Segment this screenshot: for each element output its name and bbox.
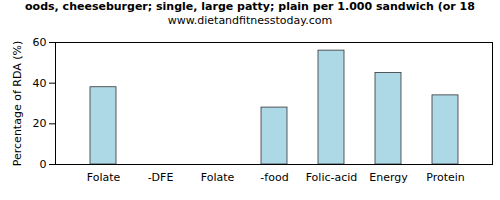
html-text:www.dietandfitnesstoday.com: www.dietandfitnesstoday.com (167, 14, 333, 27)
svg-text:Protein: Protein (426, 171, 465, 184)
svg-text:Percentage of RDA (%): Percentage of RDA (%) (11, 41, 24, 166)
html-text:oods, cheeseburger; single, la: oods, cheeseburger; single, large patty;… (25, 0, 475, 13)
svg-text:Folate: Folate (87, 171, 121, 184)
svg-text:Folic-acid: Folic-acid (306, 171, 358, 184)
svg-text:40: 40 (33, 77, 47, 90)
svg-text:Energy: Energy (369, 171, 408, 184)
svg-text:Folate: Folate (201, 171, 235, 184)
svg-text:-food: -food (260, 171, 288, 184)
svg-text:-DFE: -DFE (148, 171, 174, 184)
svg-text:60: 60 (33, 36, 47, 49)
svg-text:20: 20 (33, 117, 47, 130)
svg-text:0: 0 (40, 158, 47, 171)
